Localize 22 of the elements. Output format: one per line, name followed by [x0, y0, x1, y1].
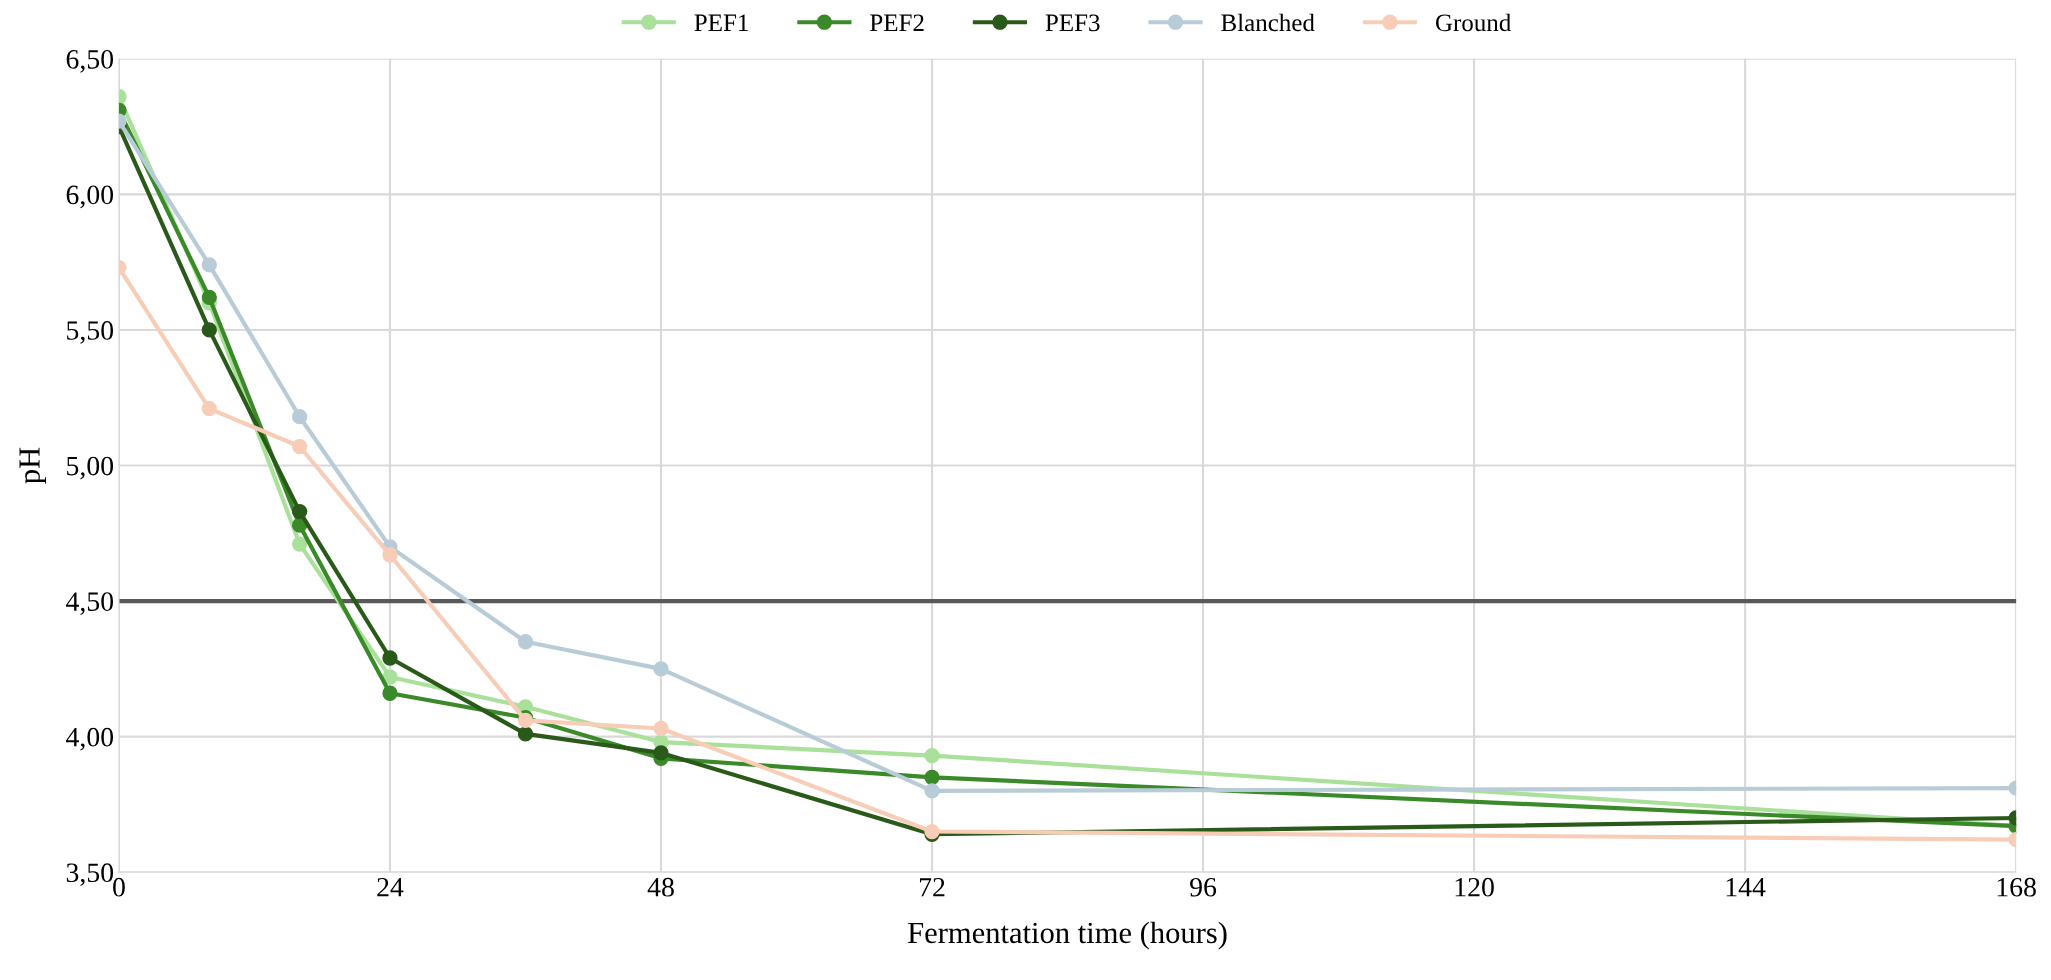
- x-axis-title: Fermentation time (hours): [908, 921, 1227, 950]
- legend-label: Blanched: [1221, 13, 1315, 32]
- y-tick-label: 6,00: [66, 185, 114, 209]
- x-tick-label: 24: [377, 877, 404, 897]
- y-tick-label: 5,00: [67, 456, 114, 480]
- legend-label: PEF3: [1045, 14, 1100, 32]
- x-tick-label: 120: [1455, 877, 1494, 897]
- legend-label: Ground: [1435, 13, 1511, 32]
- x-tick-label: 0: [113, 877, 125, 897]
- x-tick-label: 48: [647, 877, 674, 897]
- x-tick-label: 144: [1726, 878, 1766, 897]
- y-tick-label: 3,50: [66, 863, 114, 887]
- x-tick-label: 168: [1997, 877, 2036, 897]
- y-tick-label: 4,50: [66, 592, 114, 615]
- x-tick-label: 72: [919, 877, 945, 897]
- y-tick-label: 5,50: [67, 321, 114, 344]
- x-tick-label: 96: [1190, 877, 1217, 897]
- y-axis-title: pH: [19, 447, 47, 484]
- legend-label: PEF1: [694, 14, 748, 31]
- y-tick-label: 6,50: [66, 49, 114, 73]
- y-tick-label: 4,00: [66, 727, 114, 751]
- legend-label: PEF2: [870, 14, 924, 31]
